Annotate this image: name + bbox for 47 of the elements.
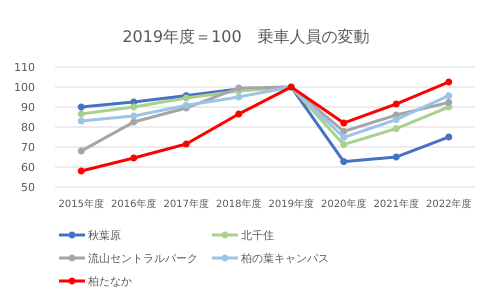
point	[445, 78, 452, 86]
point	[340, 141, 348, 148]
point	[340, 120, 348, 126]
point	[392, 154, 400, 160]
point	[445, 98, 452, 106]
legend-label: 柏たなか	[87, 275, 132, 288]
legend-label: 柏の葉キャンパス	[240, 252, 329, 265]
y-tick-label: 60	[21, 161, 35, 174]
x-tick-label: 2015年度	[58, 198, 104, 210]
point	[182, 140, 190, 148]
x-tick-label: 2017年度	[164, 198, 209, 210]
point	[130, 112, 138, 120]
chart-title: 2019年度＝100 乗車人員の変動	[122, 27, 370, 46]
y-tick-label: 70	[21, 141, 35, 154]
legend-label: 流山セントラルパーク	[88, 252, 198, 265]
point	[392, 125, 400, 132]
x-tick-label: 2019年度	[268, 198, 314, 210]
point	[78, 118, 85, 124]
point	[340, 158, 348, 166]
point	[392, 116, 400, 124]
point	[78, 110, 85, 118]
point	[78, 168, 85, 174]
x-tick-label: 2020年度	[321, 198, 366, 210]
point	[235, 94, 242, 100]
point	[182, 102, 190, 109]
point	[130, 154, 138, 162]
y-tick-label: 90	[21, 101, 35, 114]
y-tick-label: 110	[14, 61, 35, 74]
y-tick-label: 100	[14, 81, 35, 94]
y-tick-label: 80	[21, 121, 35, 134]
y-tick-label: 50	[21, 181, 35, 194]
legend-label: 秋葉原	[88, 229, 121, 242]
point	[78, 148, 85, 154]
x-tick-label: 2018年度	[216, 198, 262, 210]
point	[235, 110, 242, 118]
x-tick-label: 2021年度	[374, 198, 419, 210]
point	[130, 104, 138, 110]
point	[130, 118, 138, 126]
point	[182, 94, 190, 102]
x-tick-label: 2022年度	[426, 198, 472, 210]
point	[445, 92, 452, 100]
point	[445, 134, 452, 140]
point	[392, 100, 400, 108]
point	[78, 104, 85, 110]
x-tick-label: 2016年度	[111, 198, 156, 210]
point	[340, 134, 348, 141]
legend-label: 北千住	[241, 229, 274, 242]
